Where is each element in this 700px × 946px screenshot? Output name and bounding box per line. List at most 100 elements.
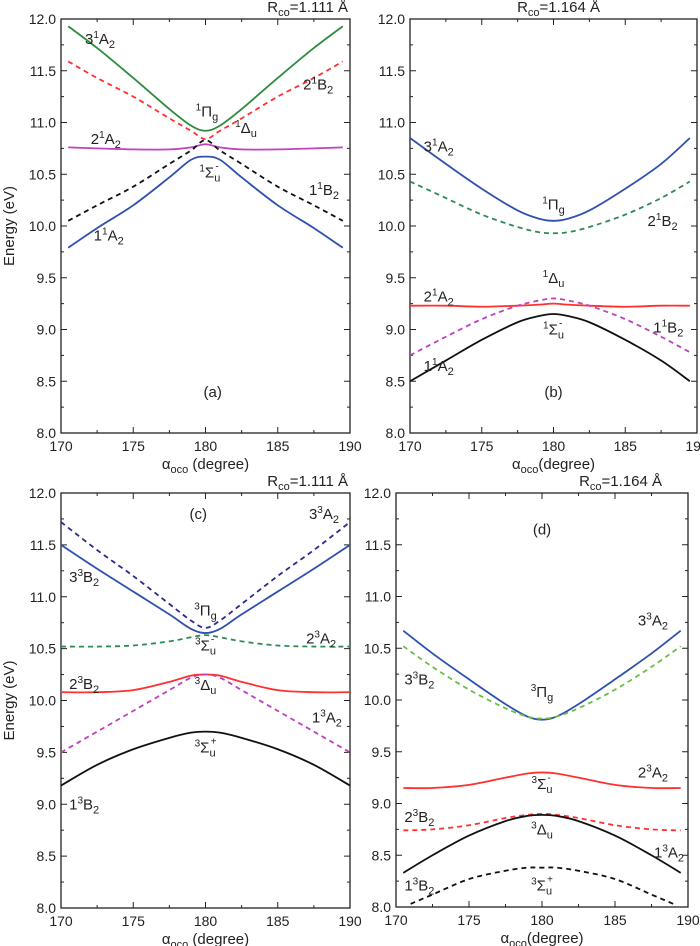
- bond-length-annotation: Rco=1.164 Å: [517, 0, 600, 19]
- state-label-subscript: 2: [662, 620, 668, 632]
- series-line-3³A2: [402, 629, 682, 721]
- state-label-multiplicity: 3: [413, 670, 419, 681]
- y-tick-label: 12.0: [29, 11, 56, 27]
- state-label-symbol: A: [326, 709, 336, 726]
- series-line-2³A2: [403, 771, 681, 790]
- y-tick-label: 8.5: [37, 848, 57, 864]
- series-line-1³A2: [61, 673, 350, 754]
- y-tick-label: 9.0: [386, 322, 406, 338]
- state-label-symbol: A: [668, 844, 678, 861]
- y-tick-label: 11.0: [365, 589, 391, 605]
- panel-a: 8.0 8.5 9.0 9.5 10.0 10.5 11.0 11.5 12.0 170 175 18…: [1, 0, 362, 476]
- x-axis-label: αoco (degree): [162, 931, 249, 946]
- state-label: 21B2: [303, 75, 333, 96]
- state-label: 1Πg: [542, 195, 565, 216]
- annotation-value: =1.111 Å: [290, 473, 348, 490]
- panel-letter: (d): [533, 521, 551, 538]
- state-label-multiplicity: 1: [93, 30, 99, 41]
- series-line-3³A2: [61, 521, 350, 629]
- state-label-index: 2: [648, 213, 656, 230]
- y-tick-label: 9.0: [37, 322, 57, 338]
- x-tick-label: 175: [457, 912, 481, 928]
- x-label-symbol: α: [162, 456, 171, 473]
- y-tick-label: 9.5: [372, 744, 392, 760]
- state-label: 13A2: [654, 843, 684, 864]
- x-label-unit: (degree): [538, 456, 595, 473]
- state-label-symbol: Σ: [205, 164, 214, 181]
- state-label-index: 3: [404, 671, 412, 688]
- x-tick-label: 180: [542, 438, 566, 454]
- series-line-3³B2: [402, 645, 682, 720]
- state-label-subscript: 2: [327, 84, 333, 96]
- y-tick-label: 10.0: [29, 693, 56, 709]
- annotation-symbol: R: [267, 0, 278, 16]
- state-label-multiplicity: 1: [102, 226, 108, 237]
- series-line-1³A2: [402, 813, 682, 874]
- state-label-multiplicity: 1: [432, 137, 438, 148]
- state-label-multiplicity: 1: [312, 75, 318, 86]
- state-label-subscript: 2: [448, 146, 454, 158]
- y-axis-label: Energy (eV): [1, 660, 18, 740]
- state-label-subscript: 2: [333, 190, 339, 202]
- state-label-symbol: Σ: [200, 739, 209, 756]
- state-label-subscript: g: [547, 692, 553, 704]
- panel-letter: (b): [544, 384, 562, 401]
- y-tick-label: 10.5: [29, 166, 56, 182]
- state-label: 21A2: [91, 130, 121, 151]
- state-label-parity: -: [211, 635, 214, 646]
- state-label-index: 2: [91, 131, 99, 148]
- state-label-index: 2: [638, 765, 646, 782]
- bond-length-annotation: Rco=1.111 Å: [267, 0, 348, 19]
- state-label-subscript: u: [251, 128, 257, 140]
- panel-letter: (c): [190, 506, 208, 523]
- series-line-3¹A2: [67, 25, 344, 132]
- state-label-subscript: u: [210, 646, 216, 658]
- x-tick-label: 170: [384, 912, 408, 928]
- y-tick-label: 11.5: [365, 537, 391, 553]
- state-label-index: 1: [309, 182, 317, 199]
- state-label: 3Δu: [531, 821, 553, 842]
- y-tick-label: 10.5: [29, 641, 56, 657]
- x-tick-label: 175: [470, 438, 494, 454]
- state-label: 23B2: [69, 675, 99, 696]
- x-tick-label: 190: [338, 438, 362, 454]
- state-label-subscript: u: [546, 784, 552, 796]
- state-label-index: 1: [653, 320, 661, 337]
- state-label: 23B2: [404, 808, 434, 829]
- state-label-symbol: B: [83, 676, 93, 693]
- annotation-symbol: R: [517, 0, 528, 16]
- state-label: 3Πg: [531, 683, 554, 704]
- state-label-parity: -: [215, 161, 218, 172]
- x-tick-label: 180: [530, 912, 554, 928]
- state-label-parity: +: [211, 736, 217, 747]
- x-tick-label: 190: [676, 912, 700, 928]
- state-label-parity: -: [547, 773, 550, 784]
- y-tick-label: 9.5: [386, 270, 406, 286]
- y-tick-label: 9.5: [37, 270, 57, 286]
- state-label-subscript: 2: [448, 366, 454, 378]
- state-label-index: 1: [94, 227, 102, 244]
- state-label-symbol: A: [108, 227, 118, 244]
- panel-d: 8.0 8.5 9.0 9.5 10.0 10.5 11.0 11.5 12.0 170 175 18…: [364, 473, 700, 946]
- state-label: 23A2: [306, 629, 336, 650]
- state-label-subscript: 2: [428, 679, 434, 691]
- state-label-symbol: A: [99, 31, 109, 48]
- series-line-1³B2: [61, 730, 350, 787]
- state-label: 33B2: [69, 568, 99, 589]
- y-tick-label: 10.5: [364, 640, 391, 656]
- state-label-subscript: 2: [677, 328, 683, 340]
- state-label-index: 1: [69, 796, 77, 813]
- y-tick-label: 10.0: [364, 692, 391, 708]
- state-label: 13A2: [312, 708, 342, 729]
- state-label-multiplicity: 3: [314, 629, 320, 640]
- state-label-multiplicity: 3: [646, 611, 652, 622]
- x-tick-label: 190: [338, 913, 362, 929]
- state-label-subscript: 2: [118, 235, 124, 247]
- annotation-symbol: R: [267, 473, 278, 490]
- state-label-multiplicity: 3: [413, 808, 419, 819]
- x-axis-label: αoco(degree): [500, 930, 583, 946]
- state-label: 31A2: [424, 137, 454, 158]
- annotation-value: =1.164 Å: [602, 473, 662, 490]
- x-tick-label: 190: [685, 438, 700, 454]
- state-label-subscript: 2: [428, 885, 434, 897]
